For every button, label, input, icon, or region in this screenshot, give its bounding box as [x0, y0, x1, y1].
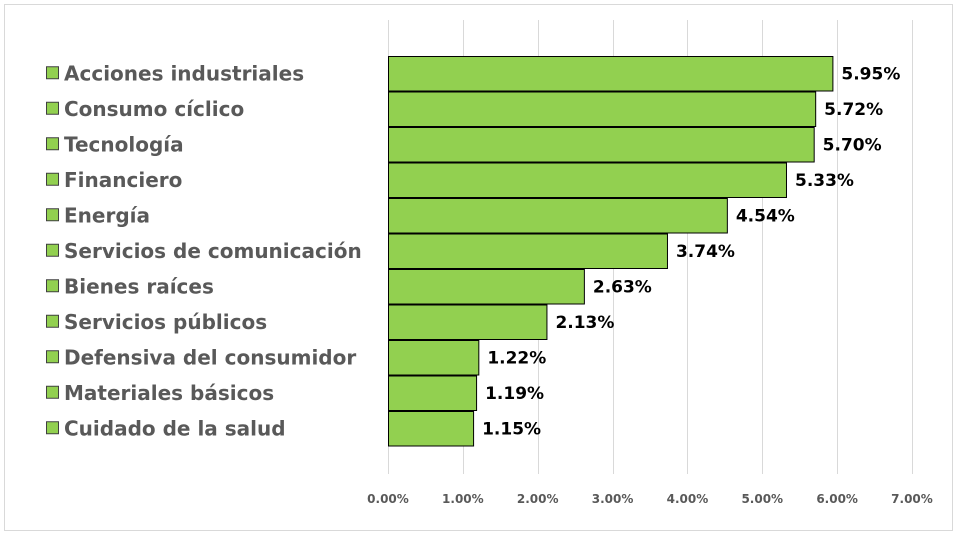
- category-label: Cuidado de la salud: [64, 416, 286, 440]
- category-label: Tecnología: [64, 132, 184, 156]
- value-label: 5.70%: [823, 135, 882, 155]
- bar: [388, 304, 548, 340]
- x-tick-label: 4.00%: [667, 492, 709, 506]
- x-axis-tick-labels: 0.00% 1.00% 2.00% 3.00% 4.00% 5.00% 6.00% 7.00%: [367, 492, 933, 506]
- x-tick-label: 2.00%: [517, 492, 559, 506]
- bar: [388, 233, 668, 269]
- x-tick-label: 5.00%: [741, 492, 783, 506]
- value-label: 5.95%: [841, 64, 900, 84]
- value-label: 4.54%: [736, 206, 795, 226]
- legend-swatch: [46, 350, 59, 364]
- value-label: 5.33%: [795, 171, 854, 191]
- legend-swatch: [46, 66, 59, 80]
- legend-swatch: [46, 208, 59, 222]
- legend-swatch: [46, 279, 59, 293]
- category-label: Acciones industriales: [64, 61, 304, 85]
- bar: [388, 269, 585, 305]
- value-labels: 5.95% 5.72% 5.70% 5.33%4.54%3.74% 2.63% 2.13%…: [482, 64, 900, 439]
- category-label: Consumo cíclico: [64, 97, 244, 121]
- bar: [388, 198, 728, 234]
- value-label: 1.22%: [487, 348, 546, 368]
- x-tick-label: 3.00%: [592, 492, 634, 506]
- bar: [388, 91, 817, 127]
- bar: [388, 56, 834, 92]
- bars: [388, 56, 834, 447]
- x-tick-label: 6.00%: [816, 492, 858, 506]
- category-label: Servicios públicos: [64, 310, 267, 334]
- category-label: Servicios de comunicación: [64, 239, 362, 263]
- legend-swatch: [46, 314, 59, 328]
- value-label: 1.19%: [485, 384, 544, 404]
- value-label: 5.72%: [824, 100, 883, 120]
- legend-swatch: [46, 137, 59, 151]
- category-label: Defensiva del consumidor: [64, 345, 356, 369]
- bar: [388, 411, 475, 447]
- value-label: 2.63%: [593, 277, 652, 297]
- x-tick-label: 0.00%: [367, 492, 409, 506]
- category-label: Financiero: [64, 168, 182, 192]
- category-label: Materiales básicos: [64, 381, 274, 405]
- bar: [388, 340, 480, 376]
- bar: [388, 375, 478, 411]
- category-label: Bienes raíces: [64, 274, 214, 298]
- legend: Acciones industriales Consumo cíclico Tecn…: [46, 61, 362, 440]
- legend-swatch: [46, 243, 59, 257]
- x-tick-label: 1.00%: [442, 492, 484, 506]
- bar: [388, 162, 787, 198]
- x-tick-label: 7.00%: [891, 492, 933, 506]
- value-label: 3.74%: [676, 242, 735, 262]
- legend-swatch: [46, 421, 59, 435]
- value-label: 1.15%: [482, 419, 541, 439]
- legend-swatch: [46, 101, 59, 115]
- legend-swatch: [46, 172, 59, 186]
- category-label: Energía: [64, 203, 150, 227]
- bar: [388, 127, 815, 163]
- legend-swatch: [46, 385, 59, 399]
- value-label: 2.13%: [555, 313, 614, 333]
